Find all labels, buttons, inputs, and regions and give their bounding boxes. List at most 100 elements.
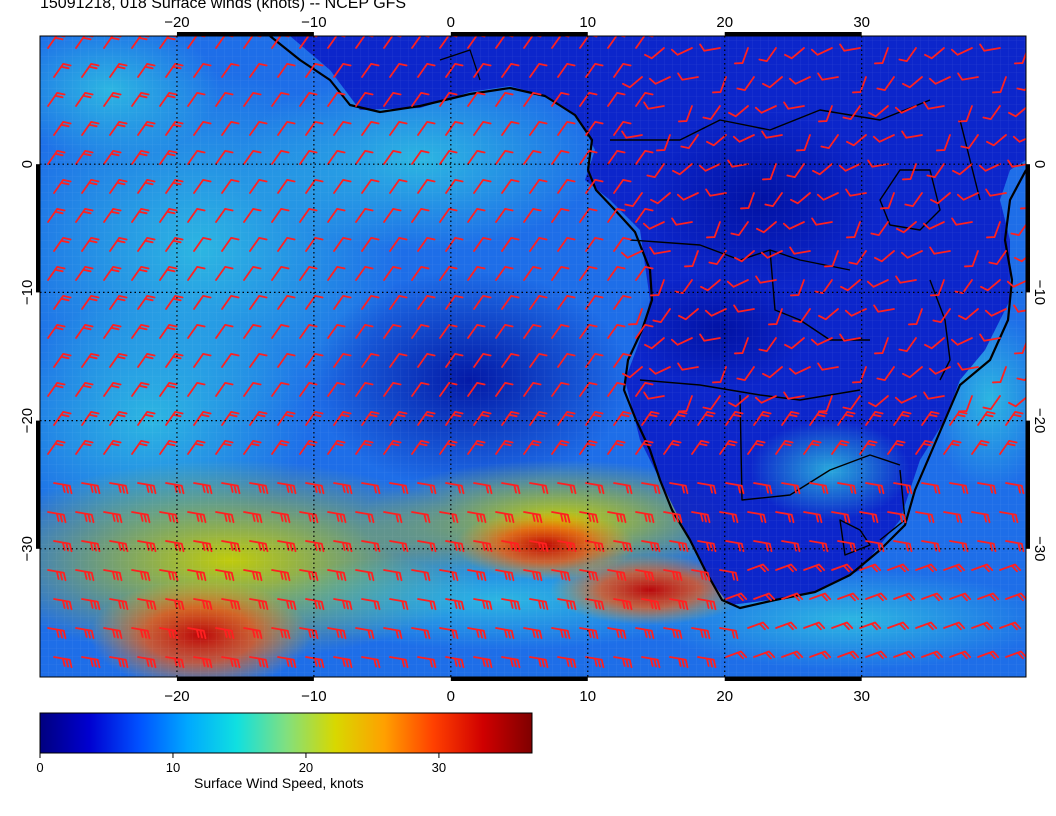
wind-barb <box>915 439 934 455</box>
wind-barb <box>131 381 150 397</box>
wind-barb <box>243 511 263 524</box>
wind-barb <box>635 91 654 107</box>
wind-barb <box>845 188 867 197</box>
wind-barb <box>986 221 1001 239</box>
wind-barb <box>865 410 884 426</box>
wind-barb <box>551 265 570 281</box>
wind-barb <box>243 439 262 455</box>
wind-barb <box>389 62 408 78</box>
wind-barb <box>523 207 542 223</box>
wind-barb <box>47 207 66 223</box>
wind-barb <box>529 178 548 194</box>
wind-barb <box>529 120 548 136</box>
wind-barb <box>753 482 773 495</box>
wind-barb <box>1005 650 1026 660</box>
wind-barb <box>47 149 66 165</box>
wind-barb <box>417 352 436 368</box>
wind-barb <box>760 250 783 259</box>
wind-barb <box>613 410 632 426</box>
wind-barb <box>663 511 683 524</box>
wind-barb <box>635 149 654 165</box>
wind-barb <box>943 563 966 573</box>
wind-barb <box>613 598 633 611</box>
wind-barb <box>706 221 721 239</box>
wind-barb <box>677 72 699 81</box>
wind-speed-field <box>40 36 1026 677</box>
wind-barb <box>979 333 1001 342</box>
wind-barb <box>921 592 944 602</box>
wind-barb <box>473 656 493 669</box>
wind-barb <box>607 381 626 397</box>
wind-barb <box>137 352 156 368</box>
wind-barb <box>159 149 178 165</box>
wind-barb <box>613 294 632 310</box>
wind-barb <box>473 540 493 553</box>
wind-barb <box>613 482 633 495</box>
wind-barb <box>887 563 910 573</box>
wind-barb <box>585 540 605 553</box>
wind-barb <box>467 381 486 397</box>
wind-barb <box>964 250 979 268</box>
wind-barb <box>501 120 520 136</box>
wind-barb <box>523 439 542 455</box>
wind-barb <box>137 482 157 495</box>
wind-barb <box>277 482 297 495</box>
wind-barb <box>47 91 66 107</box>
frame-bar-right <box>1026 420 1030 549</box>
wind-barb <box>607 627 627 640</box>
wind-barb <box>607 439 626 455</box>
wind-barb <box>971 563 994 573</box>
wind-barb <box>732 134 755 143</box>
wind-barb <box>137 294 156 310</box>
wind-barb <box>361 120 380 136</box>
wind-barb <box>523 569 543 582</box>
wind-barb <box>75 439 94 455</box>
wind-barb <box>193 178 212 194</box>
wind-barb <box>874 250 895 263</box>
wind-barb <box>982 105 1001 121</box>
wind-barb <box>355 207 374 223</box>
wind-barb <box>361 540 381 553</box>
lat-label-right: 0 <box>1031 160 1048 168</box>
wind-barb <box>411 149 430 165</box>
wind-barb <box>131 511 151 524</box>
wind-barb <box>859 511 879 524</box>
wind-barb <box>299 511 319 524</box>
wind-barb <box>691 439 710 455</box>
wind-barb <box>193 410 212 426</box>
wind-barb <box>898 337 917 353</box>
wind-barb <box>1014 47 1026 65</box>
wind-barb <box>866 279 889 288</box>
wind-barb <box>775 439 794 455</box>
wind-barb <box>81 178 100 194</box>
wind-barb <box>137 410 156 426</box>
wind-barb <box>579 439 598 455</box>
wind-barb <box>613 62 632 78</box>
wind-barb <box>53 352 72 368</box>
wind-barb <box>53 482 73 495</box>
wind-barb <box>355 569 375 582</box>
wind-barb <box>728 105 749 118</box>
wind-barb <box>1013 304 1026 313</box>
wind-barb <box>47 511 67 524</box>
wind-barb <box>641 656 661 669</box>
wind-barb <box>775 511 795 524</box>
wind-barb <box>361 178 380 194</box>
wind-barb <box>333 410 352 426</box>
wind-barb <box>445 540 465 553</box>
wind-barb <box>893 592 916 602</box>
wind-barb <box>327 149 346 165</box>
wind-barb <box>411 569 431 582</box>
wind-barb <box>923 391 945 400</box>
wind-barb <box>786 163 805 179</box>
wind-barb <box>193 236 212 252</box>
wind-barb <box>949 650 972 660</box>
frame-bar-bottom <box>450 677 588 681</box>
wind-barb <box>1016 76 1026 92</box>
wind-barb <box>305 236 324 252</box>
wind-barb <box>803 563 826 573</box>
wind-barb <box>277 540 297 553</box>
lon-label-bottom: −20 <box>164 688 189 705</box>
wind-barb <box>271 323 290 339</box>
wind-barb <box>839 43 861 52</box>
